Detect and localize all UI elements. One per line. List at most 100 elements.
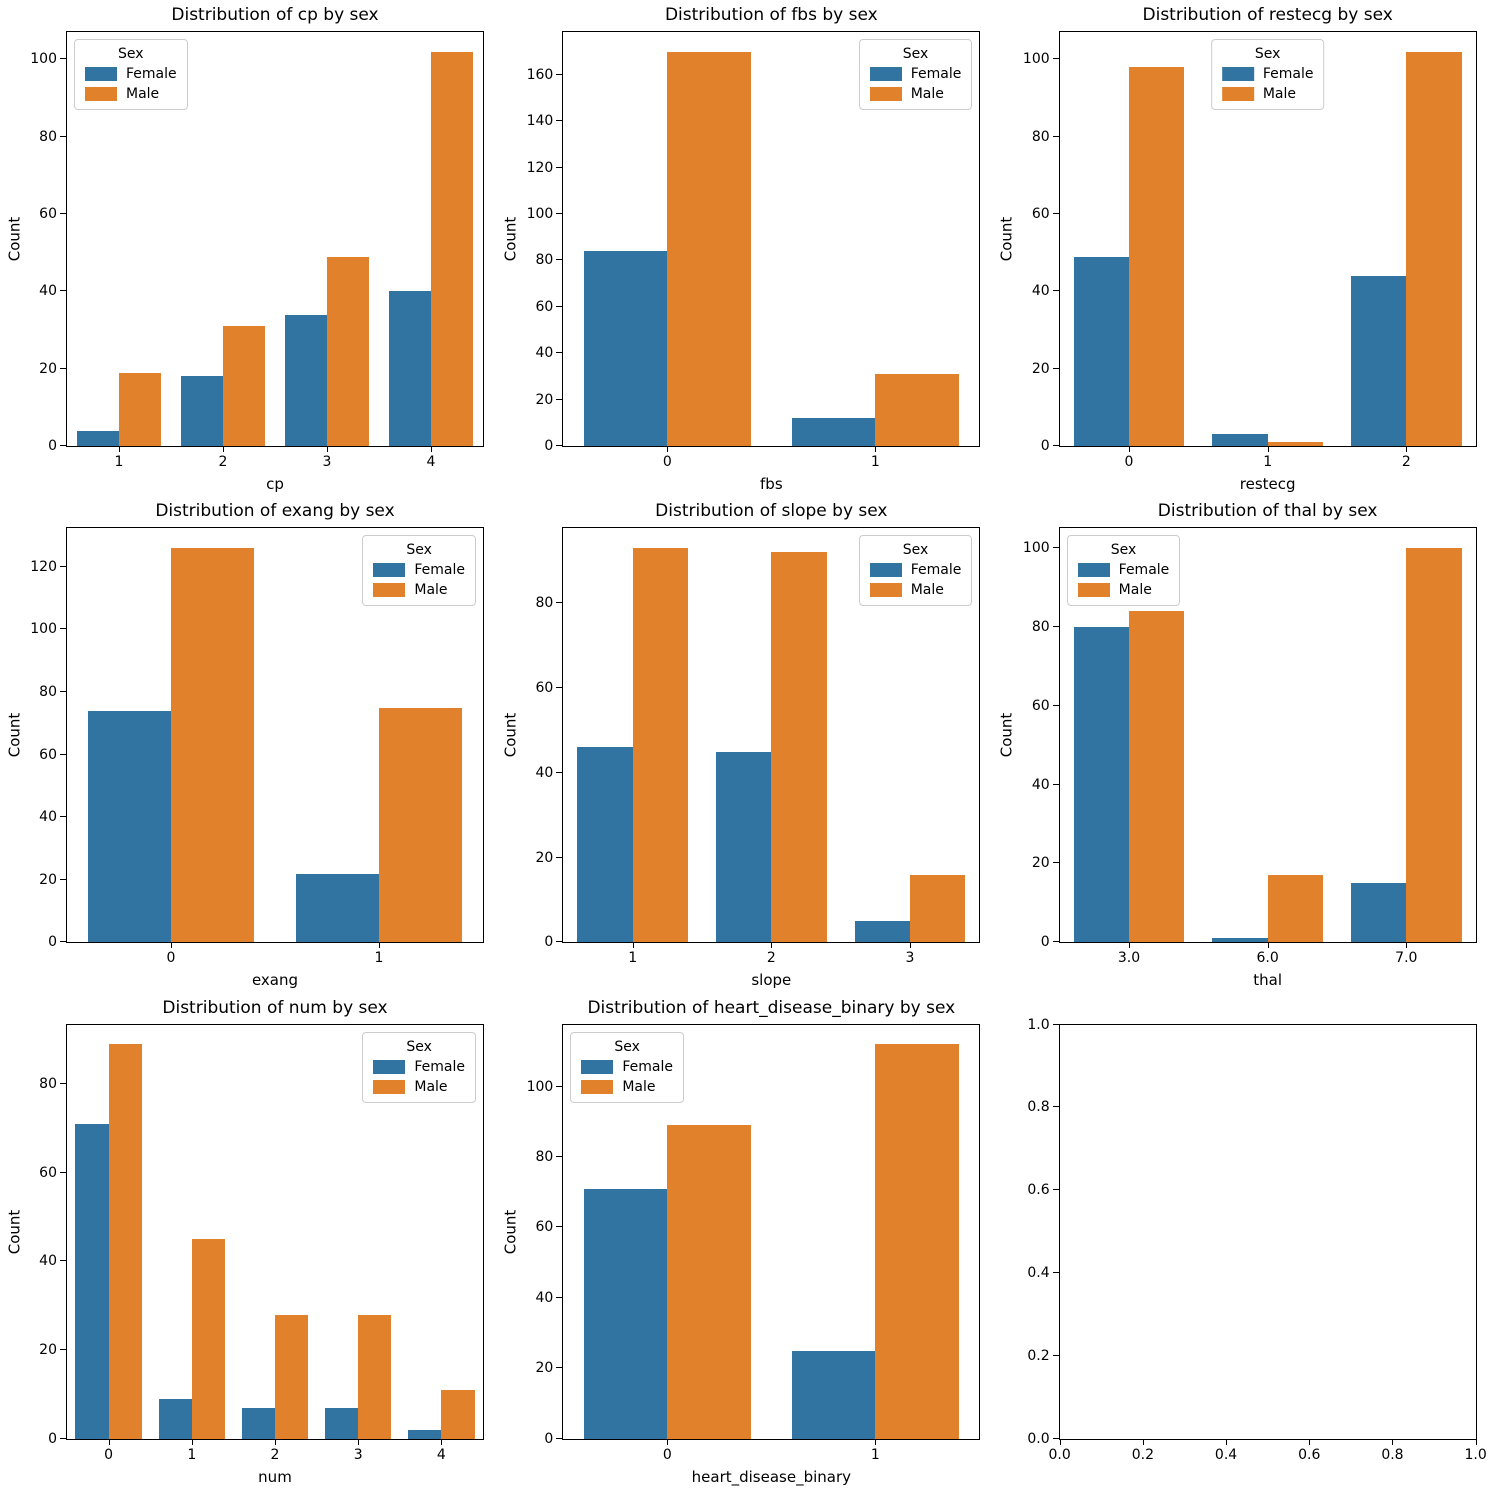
y-tick-label: 0 [1040, 438, 1050, 454]
y-tick-label: 0.4 [1027, 1265, 1050, 1282]
y-tick-label: 40 [39, 283, 57, 300]
y-tick-label: 0.6 [1027, 1182, 1050, 1199]
legend-title: Sex [118, 46, 144, 62]
chart-title: Distribution of heart_disease_binary by … [587, 997, 956, 1018]
subplot-5: Distribution of slope by sex Count slope 0 2… [496, 496, 992, 992]
legend-label: Female [126, 66, 177, 82]
bar-male [431, 51, 473, 446]
female-swatch [373, 1059, 406, 1074]
y-tick-mark [60, 691, 66, 692]
y-tick-label: 40 [1031, 776, 1050, 793]
x-tick-label: 0 [662, 1446, 672, 1463]
axes-area: Distribution of restecg by sex Count reste… [998, 5, 1477, 493]
male-swatch [1077, 583, 1110, 598]
bar-female [75, 1124, 109, 1439]
x-tick-label: 1 [374, 950, 384, 967]
legend-entry: Female [85, 67, 177, 81]
bar-male [1267, 442, 1324, 446]
bar-male [875, 374, 959, 446]
male-swatch [85, 87, 117, 101]
bar-male [1128, 67, 1185, 446]
x-tick-mark [1142, 1438, 1144, 1445]
y-tick-mark [556, 941, 563, 943]
bar-male [327, 256, 369, 446]
x-tick-mark [875, 1438, 877, 1445]
x-tick-mark [771, 942, 773, 949]
subplot-1: Distribution of cp by sex Count cp 0 20 40 60 8… [0, 0, 496, 496]
bar-male [119, 372, 161, 446]
y-tick-mark [1052, 1354, 1059, 1356]
bar-female [584, 1188, 668, 1439]
x-tick-mark [431, 446, 432, 452]
legend-label: Female [414, 562, 465, 579]
legend-label: Female [414, 1058, 465, 1075]
x-tick-mark [632, 942, 634, 949]
y-tick-mark [60, 878, 66, 880]
y-tick-label: 40 [535, 1289, 554, 1306]
bar-male [171, 548, 255, 943]
legend-entry: Male [1077, 583, 1170, 598]
y-tick-label: 100 [1022, 540, 1050, 557]
y-tick-mark [60, 628, 66, 630]
legend-label: Male [910, 582, 944, 599]
y-tick-mark [1052, 290, 1059, 292]
legend-title: Sex [1110, 542, 1137, 559]
x-tick-mark [1226, 1438, 1228, 1445]
y-tick-mark [556, 73, 563, 75]
x-tick-mark [667, 1438, 669, 1445]
x-tick-mark [327, 446, 328, 452]
axes-area: Distribution of slope by sex Count slope 0 2… [501, 501, 981, 989]
y-tick-mark [60, 367, 66, 369]
x-tick-mark [1267, 942, 1269, 949]
bar-male [771, 552, 827, 943]
x-tick-label: 1 [114, 454, 124, 470]
male-swatch [869, 87, 902, 101]
bar-male [1128, 611, 1185, 943]
x-tick-label: 0 [104, 1446, 114, 1463]
female-swatch [85, 67, 117, 81]
chart-title: Distribution of slope by sex [655, 501, 888, 522]
x-tick-label: 1 [870, 454, 880, 470]
legend-label: Male [414, 1078, 448, 1095]
y-tick-label: 120 [526, 159, 554, 176]
subplot-9: 0.0 0.2 0.4 0.6 0.8 1.0 0.0 0.2 0.4 0.6 0.8 1.0 [993, 993, 1489, 1489]
y-tick-label: 20 [535, 1360, 554, 1377]
y-axis-label: Count [5, 216, 24, 262]
legend-title: Sex [614, 1038, 640, 1055]
female-swatch [1077, 563, 1110, 578]
bar-female [715, 751, 772, 943]
axes-area: Distribution of thal by sex Count thal 0 20 4… [998, 501, 1477, 989]
legend-entry: Male [85, 87, 177, 101]
bar-female [285, 314, 327, 446]
x-tick-label: 3 [905, 950, 915, 967]
y-tick-mark [556, 352, 563, 354]
x-tick-mark [1392, 1438, 1394, 1445]
y-tick-mark [60, 1083, 66, 1085]
bar-female [584, 251, 668, 446]
bar-female [1350, 883, 1407, 943]
y-tick-mark [556, 1296, 563, 1298]
x-tick-mark [275, 1438, 276, 1445]
bar-female [87, 710, 171, 943]
legend-label: Male [622, 1078, 656, 1095]
subplot-7: Distribution of num by sex Count num 0 20 40 6… [0, 993, 496, 1489]
y-tick-label: 60 [535, 1219, 554, 1236]
x-axis-label: exang [251, 971, 299, 990]
legend: Sex Female Male [1066, 535, 1181, 607]
bar-male [358, 1314, 392, 1439]
legend-label: Male [414, 582, 448, 599]
bar-female [408, 1429, 442, 1439]
y-tick-mark [1052, 941, 1059, 943]
female-swatch [869, 563, 902, 578]
bar-male [875, 1044, 959, 1439]
bar-male [223, 326, 265, 446]
subplot-8: Distribution of heart_disease_binary by … [496, 993, 992, 1489]
x-tick-mark [441, 1438, 443, 1445]
y-tick-label: 120 [30, 558, 57, 575]
x-axis-label: cp [266, 475, 284, 493]
y-tick-label: 100 [526, 206, 554, 223]
y-tick-label: 0.0 [1027, 1430, 1050, 1447]
x-tick-mark [191, 1438, 193, 1445]
x-tick-label: 2 [218, 454, 228, 470]
y-tick-mark [60, 213, 66, 215]
